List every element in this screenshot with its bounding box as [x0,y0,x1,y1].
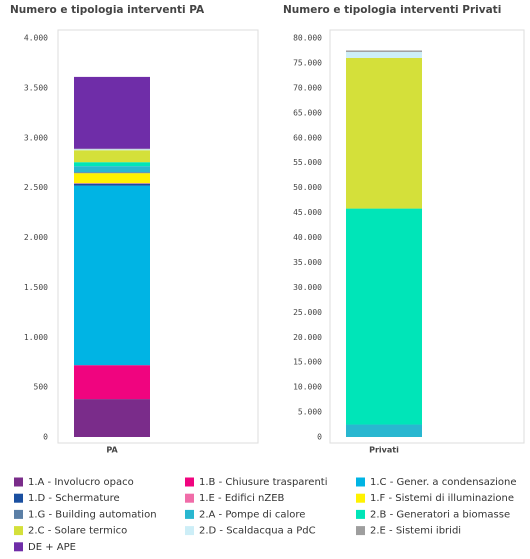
legend-label: 1.D - Schermature [28,493,120,504]
y-tick-label: 50.000 [293,183,322,192]
bar-segment: 2.E - Sistemi ibridi [346,50,422,52]
y-tick-label: 55.000 [293,158,322,167]
legend-swatch [356,509,365,519]
chart-title: Numero e tipologia interventi PA [10,4,205,16]
y-tick-label: 40.000 [293,233,322,242]
legend-label: 1.E - Edifici nZEB [199,493,285,504]
chart-title: Numero e tipologia interventi Privati [283,4,501,16]
bar-segment: 2.B - Generatori a biomasse [346,208,422,425]
bar-segment: 2.C - Solare termico [346,57,422,209]
y-tick-label: 4.000 [24,34,48,43]
legend-swatch [14,526,23,536]
legend-label: DE + APE [28,542,76,553]
legend-swatch [185,477,194,487]
bar-segment: 2.B - Generatori a biomasse [74,162,150,167]
y-tick-label: 500 [34,383,49,392]
legend-label: 1.B - Chiusure trasparenti [199,477,328,488]
y-tick-label: 15.000 [293,358,322,367]
legend-swatch [14,493,23,503]
legend-label: 2.A - Pompe di calore [199,509,305,520]
y-tick-label: 20.000 [293,333,322,342]
bar-segment: 2.C - Solare termico [74,150,150,163]
legend-label: 1.F - Sistemi di illuminazione [370,493,514,504]
legend-swatch [185,509,194,519]
legend-swatch [356,477,365,487]
bar-segment: 2.D - Scaldacqua a PdC [74,149,150,151]
y-tick-label: 2.000 [24,233,48,242]
y-tick-label: 10.000 [293,383,322,392]
legend-swatch [14,477,23,487]
y-tick-label: 3.500 [24,83,48,92]
bar-segment: 1.A - Involucro opaco [74,399,150,437]
legend-swatch [356,526,365,536]
y-tick-label: 35.000 [293,258,322,267]
legend-label: 2.E - Sistemi ibridi [370,526,461,537]
y-tick-label: 3.000 [24,133,48,142]
x-tick-label: Privati [369,446,399,455]
legend-label: 2.D - Scaldacqua a PdC [199,526,316,537]
legend-swatch [356,493,365,503]
y-tick-label: 30.000 [293,283,322,292]
legend-label: 2.C - Solare termico [28,526,127,537]
legend-label: 1.G - Building automation [28,509,157,520]
y-tick-label: 1.000 [24,333,48,342]
plot-frame [329,29,525,444]
y-tick-label: 60.000 [293,133,322,142]
legend-swatch [185,526,194,536]
legend-label: 1.A - Involucro opaco [28,477,134,488]
bar-segment: 1.B - Chiusure trasparenti [74,365,150,400]
y-tick-label: 1.500 [24,283,48,292]
bar-segment: 2.A - Pompe di calore [74,166,150,173]
y-tick-label: 70.000 [293,83,322,92]
y-tick-label: 0 [317,433,322,442]
plot-frame [57,29,259,444]
y-tick-label: 5.000 [298,408,322,417]
bar-segment: 1.C - Gener. a condensazione [74,185,150,366]
y-tick-label: 0 [43,433,48,442]
bar-segment: 2.D - Scaldacqua a PdC [346,51,422,58]
y-tick-label: 65.000 [293,108,322,117]
y-tick-label: 2.500 [24,183,48,192]
legend-label: 2.B - Generatori a biomasse [370,509,510,520]
bar-segment: DE + APE [74,76,150,149]
y-tick-label: 80.000 [293,34,322,43]
legend-label: 1.C - Gener. a condensazione [370,477,517,488]
legend-swatch [185,493,194,503]
legend-swatch [14,542,23,552]
y-tick-label: 25.000 [293,308,322,317]
bar-segment: 1.G - Building automation [74,172,150,174]
y-tick-label: 45.000 [293,208,322,217]
legend-swatch [14,509,23,519]
bar-segment: 1.D - Schermature [74,183,150,186]
bar-segment: 1.F - Sistemi di illuminazione [74,173,150,184]
x-tick-label: PA [106,446,118,455]
bar-segment: 2.A - Pompe di calore [346,424,422,437]
y-tick-label: 75.000 [293,58,322,67]
